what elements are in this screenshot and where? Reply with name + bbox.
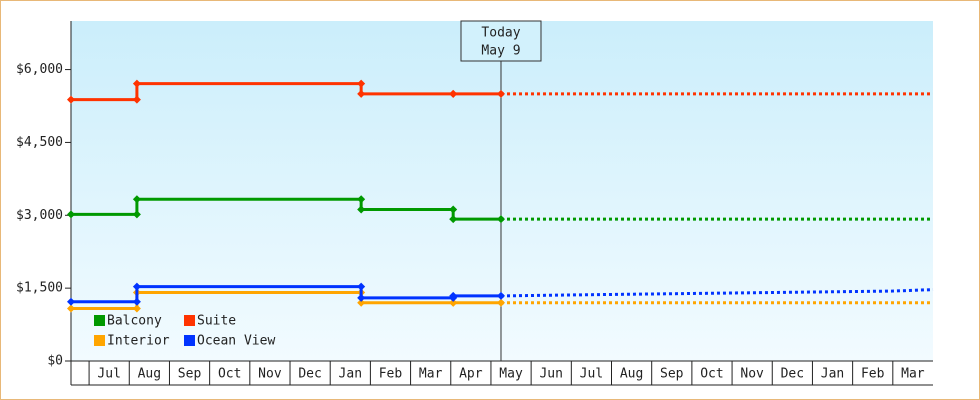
x-tick-label: Feb <box>861 367 885 382</box>
y-tick-label: $6,000 <box>16 62 63 77</box>
y-tick-label: $4,500 <box>16 135 63 150</box>
x-tick-label: Jul <box>580 367 603 382</box>
x-tick-label: Dec <box>781 367 804 382</box>
x-tick-label: Jan <box>339 367 362 382</box>
legend-swatch <box>94 335 105 346</box>
forecast-line <box>500 288 934 298</box>
price-point <box>132 79 141 88</box>
legend-label: Balcony <box>107 314 162 329</box>
price-point <box>496 291 505 300</box>
x-tick-label: Nov <box>740 367 764 382</box>
price-point <box>132 297 141 306</box>
legend-swatch <box>94 315 105 326</box>
price-point <box>357 205 366 214</box>
price-point <box>357 195 366 204</box>
price-point <box>357 293 366 302</box>
x-tick-label: Aug <box>138 367 161 382</box>
price-point <box>67 297 75 306</box>
price-point <box>496 215 505 224</box>
x-tick-label: Jan <box>821 367 844 382</box>
price-point <box>357 89 366 98</box>
price-point <box>132 282 141 291</box>
x-tick-label: Mar <box>901 367 925 382</box>
today-label: Today <box>481 26 520 41</box>
x-tick-label: Feb <box>379 367 403 382</box>
price-point <box>449 215 458 224</box>
price-point <box>357 282 366 291</box>
price-point <box>357 79 366 88</box>
legend-swatch <box>184 315 195 326</box>
price-point <box>496 298 505 307</box>
price-point <box>449 291 458 300</box>
x-tick-label: Nov <box>258 367 282 382</box>
price-point <box>132 210 141 219</box>
today-date: May 9 <box>481 44 520 59</box>
x-tick-label: Aug <box>620 367 643 382</box>
x-tick-label: Apr <box>459 367 483 382</box>
x-tick-label: Dec <box>298 367 321 382</box>
legend-label: Suite <box>197 314 236 329</box>
price-point <box>132 95 141 104</box>
y-tick-label: $1,500 <box>16 281 63 296</box>
price-point <box>67 95 75 104</box>
plot-background <box>71 21 933 361</box>
price-point <box>449 205 458 214</box>
y-tick-label: $0 <box>47 354 63 369</box>
x-tick-label: Mar <box>419 367 443 382</box>
price-point <box>132 304 141 313</box>
legend-swatch <box>184 335 195 346</box>
legend-label: Ocean View <box>197 334 275 349</box>
x-tick-label: Sep <box>660 367 684 382</box>
price-point <box>357 298 366 307</box>
y-tick-label: $3,000 <box>16 208 63 223</box>
legend-label: Interior <box>107 334 170 349</box>
x-tick-label: Sep <box>178 367 202 382</box>
today-box <box>460 20 542 62</box>
x-tick-label: May <box>499 367 523 382</box>
x-tick-label: Oct <box>700 367 723 382</box>
price-point <box>496 89 505 98</box>
price-point <box>449 89 458 98</box>
x-tick-label: Jun <box>539 367 562 382</box>
price-point <box>67 210 75 219</box>
x-tick-label: Jul <box>97 367 120 382</box>
price-point <box>67 304 75 313</box>
price-point <box>132 195 141 204</box>
x-tick-label: Oct <box>218 367 241 382</box>
price-point <box>449 298 458 307</box>
